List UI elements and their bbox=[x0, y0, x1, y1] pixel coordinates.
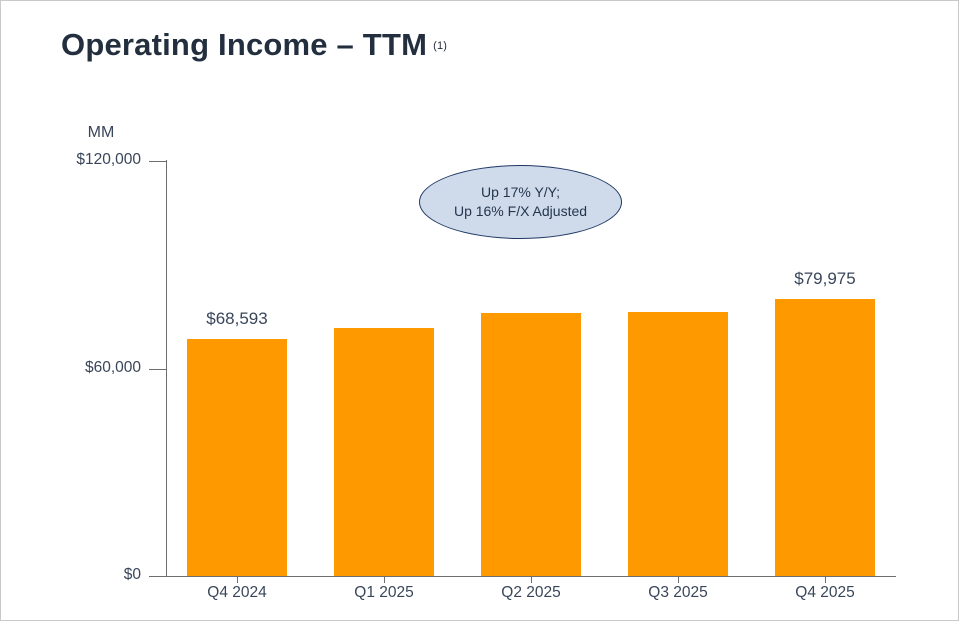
bar-q2-2025 bbox=[481, 312, 581, 576]
x-tick-mark bbox=[825, 577, 826, 583]
annotation-line-2: Up 16% F/X Adjusted bbox=[453, 203, 588, 219]
bar-q3-2025 bbox=[628, 312, 728, 576]
title-footnote-marker: (1) bbox=[433, 40, 448, 52]
y-tick-label: $120,000 bbox=[76, 151, 141, 168]
x-tick-label: Q2 2025 bbox=[501, 584, 561, 601]
x-tick-label: Q4 2025 bbox=[795, 584, 855, 601]
annotation-line-1: Up 17% Y/Y; bbox=[481, 184, 560, 200]
y-tick-mark bbox=[149, 161, 166, 162]
x-tick-label: Q4 2024 bbox=[207, 584, 267, 601]
y-tick-mark bbox=[149, 576, 166, 577]
bar-q4-2025 bbox=[775, 299, 875, 576]
page-title-text: Operating Income – TTM bbox=[61, 27, 428, 62]
x-axis-line bbox=[166, 576, 896, 577]
x-tick-label: Q1 2025 bbox=[354, 584, 414, 601]
x-tick-mark bbox=[531, 577, 532, 583]
y-tick-label: $0 bbox=[123, 566, 141, 583]
x-tick-label: Q3 2025 bbox=[648, 584, 708, 601]
bar-value-label: $68,593 bbox=[206, 308, 268, 328]
y-tick-label: $60,000 bbox=[84, 358, 141, 376]
page-title: Operating Income – TTM (1) bbox=[61, 27, 447, 63]
y-axis-unit-label: MM bbox=[87, 124, 115, 141]
x-tick-mark bbox=[237, 577, 238, 583]
bar-q4-2024 bbox=[187, 338, 287, 576]
x-tick-mark bbox=[384, 577, 385, 583]
x-tick-mark bbox=[678, 577, 679, 583]
growth-annotation-callout: Up 17% Y/Y; Up 16% F/X Adjusted bbox=[419, 165, 622, 239]
bar-q1-2025 bbox=[334, 328, 434, 576]
y-tick-mark bbox=[149, 368, 166, 370]
bar-value-label: $79,975 bbox=[794, 269, 856, 289]
y-axis-line bbox=[166, 160, 167, 577]
